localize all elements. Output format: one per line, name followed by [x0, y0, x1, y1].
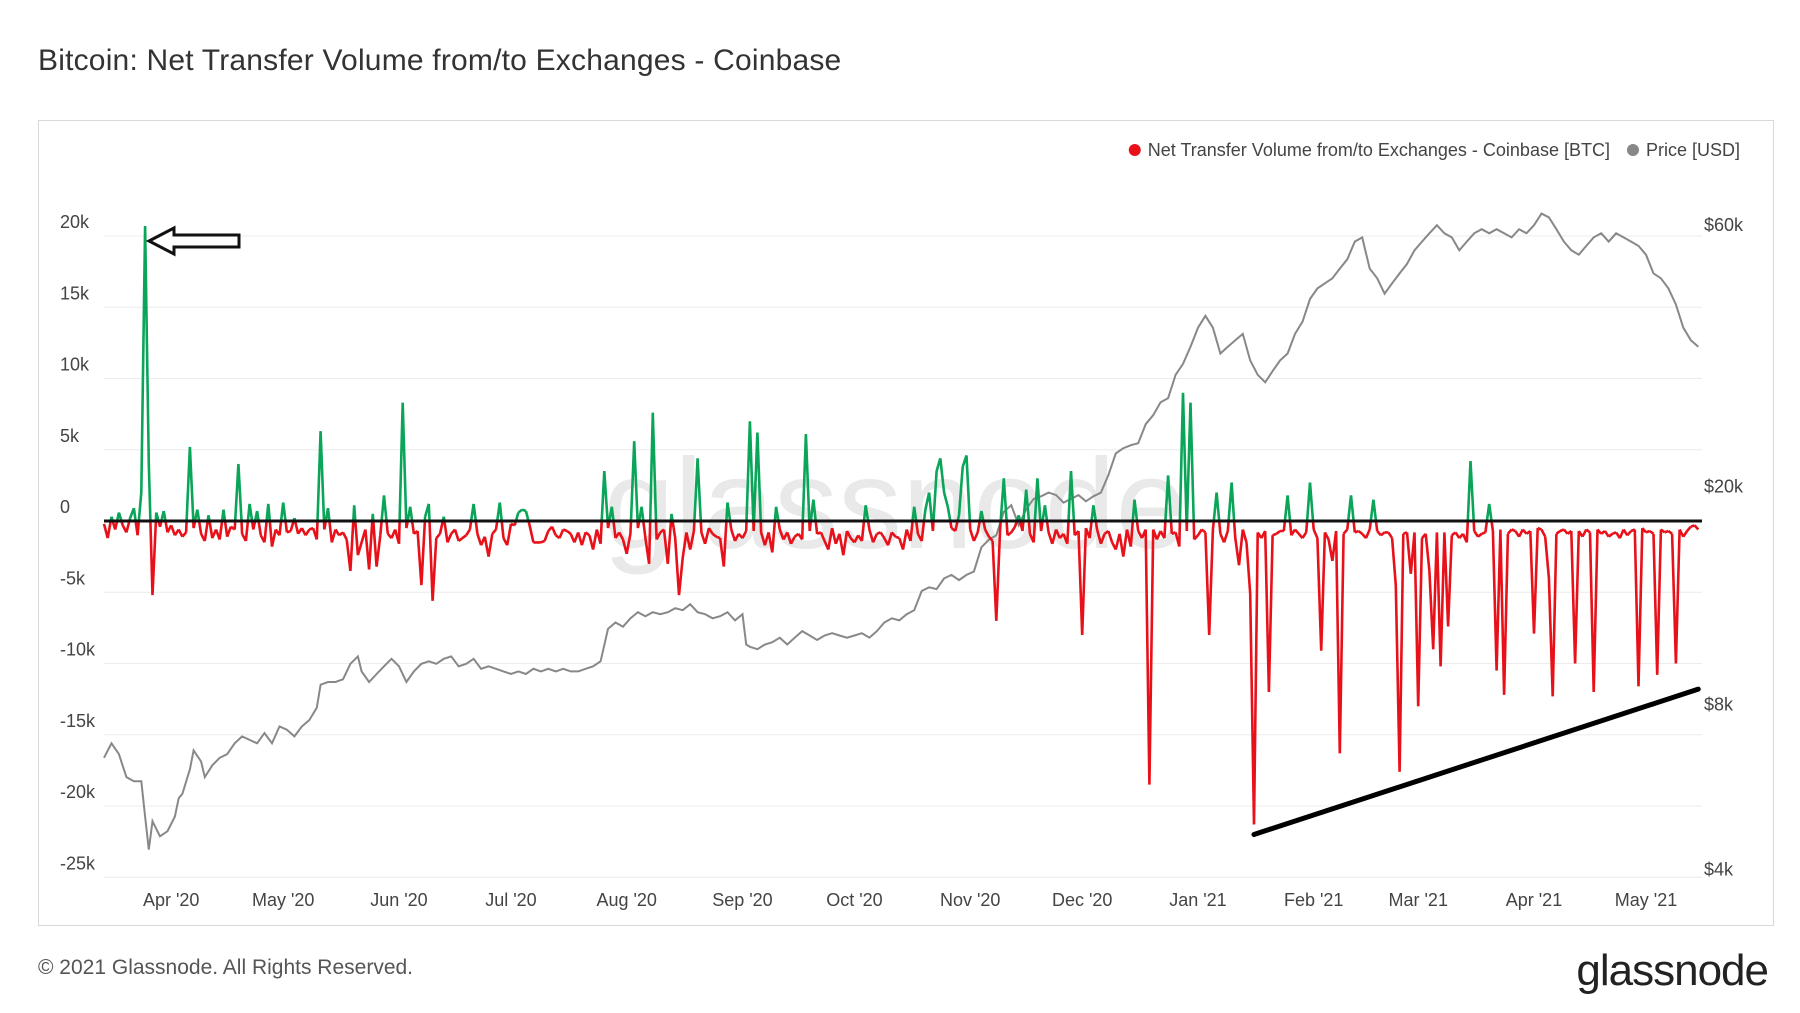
peak-arrow-icon — [145, 225, 241, 257]
x-axis: Apr '20 May '20 Jun '20 Jul '20 Aug '20 Sep '… — [143, 890, 1677, 910]
x-tick-label: May '21 — [1615, 890, 1677, 910]
y-tick-label: -5k — [60, 568, 86, 588]
chart-panel — [38, 120, 1774, 926]
price-line — [103, 212, 1699, 850]
trend-line — [1251, 686, 1701, 837]
x-tick-label: May '20 — [252, 890, 314, 910]
y-tick-label: 0 — [60, 497, 70, 517]
x-tick-label: Feb '21 — [1284, 890, 1343, 910]
x-tick-label: Jan '21 — [1169, 890, 1226, 910]
y-right-tick-label: $60k — [1704, 215, 1744, 235]
legend[interactable]: Price [USD] Net Transfer Volume from/to E… — [1128, 140, 1740, 160]
y-tick-label: 20k — [60, 212, 90, 232]
x-tick-label: Mar '21 — [1389, 890, 1448, 910]
brand-logo: glassnode — [1576, 946, 1769, 995]
y-tick-label: 5k — [60, 426, 80, 446]
outflow-line — [109, 225, 1493, 522]
y-tick-label: -15k — [60, 711, 96, 731]
x-tick-label: Oct '20 — [826, 890, 882, 910]
y-tick-label: 10k — [60, 355, 90, 375]
y-tick-label: 15k — [60, 283, 90, 303]
page-title: Bitcoin: Net Transfer Volume from/to Exc… — [38, 44, 842, 77]
copyright: © 2021 Glassnode. All Rights Reserved. — [38, 956, 414, 979]
y-axis-left: 20k 15k 10k 5k 0 -5k -10k -15k -20k -25k — [60, 212, 96, 873]
x-tick-label: Apr '20 — [143, 890, 199, 910]
legend-dot-net-transfer — [1128, 144, 1141, 156]
y-tick-label: -20k — [60, 782, 96, 802]
inflow-line — [102, 520, 1700, 825]
y-right-tick-label: $4k — [1704, 860, 1734, 880]
x-tick-label: Sep '20 — [712, 890, 773, 910]
watermark: glassnode — [603, 433, 1187, 576]
y-axis-right: $60k $20k $8k $4k — [1704, 215, 1744, 879]
legend-label-price: Price [USD] — [1646, 140, 1740, 160]
x-tick-label: Dec '20 — [1052, 890, 1112, 910]
x-tick-label: Nov '20 — [940, 890, 1000, 910]
x-tick-label: Apr '21 — [1506, 890, 1562, 910]
y-right-tick-label: $20k — [1704, 477, 1744, 497]
y-right-tick-label: $8k — [1704, 695, 1734, 715]
legend-label-net-transfer: Net Transfer Volume from/to Exchanges - … — [1148, 140, 1610, 160]
y-tick-label: -10k — [60, 640, 96, 660]
x-tick-label: Aug '20 — [596, 890, 657, 910]
legend-dot-price — [1626, 144, 1639, 156]
x-tick-label: Jun '20 — [370, 890, 427, 910]
x-tick-label: Jul '20 — [485, 890, 536, 910]
y-tick-label: -25k — [60, 853, 96, 873]
